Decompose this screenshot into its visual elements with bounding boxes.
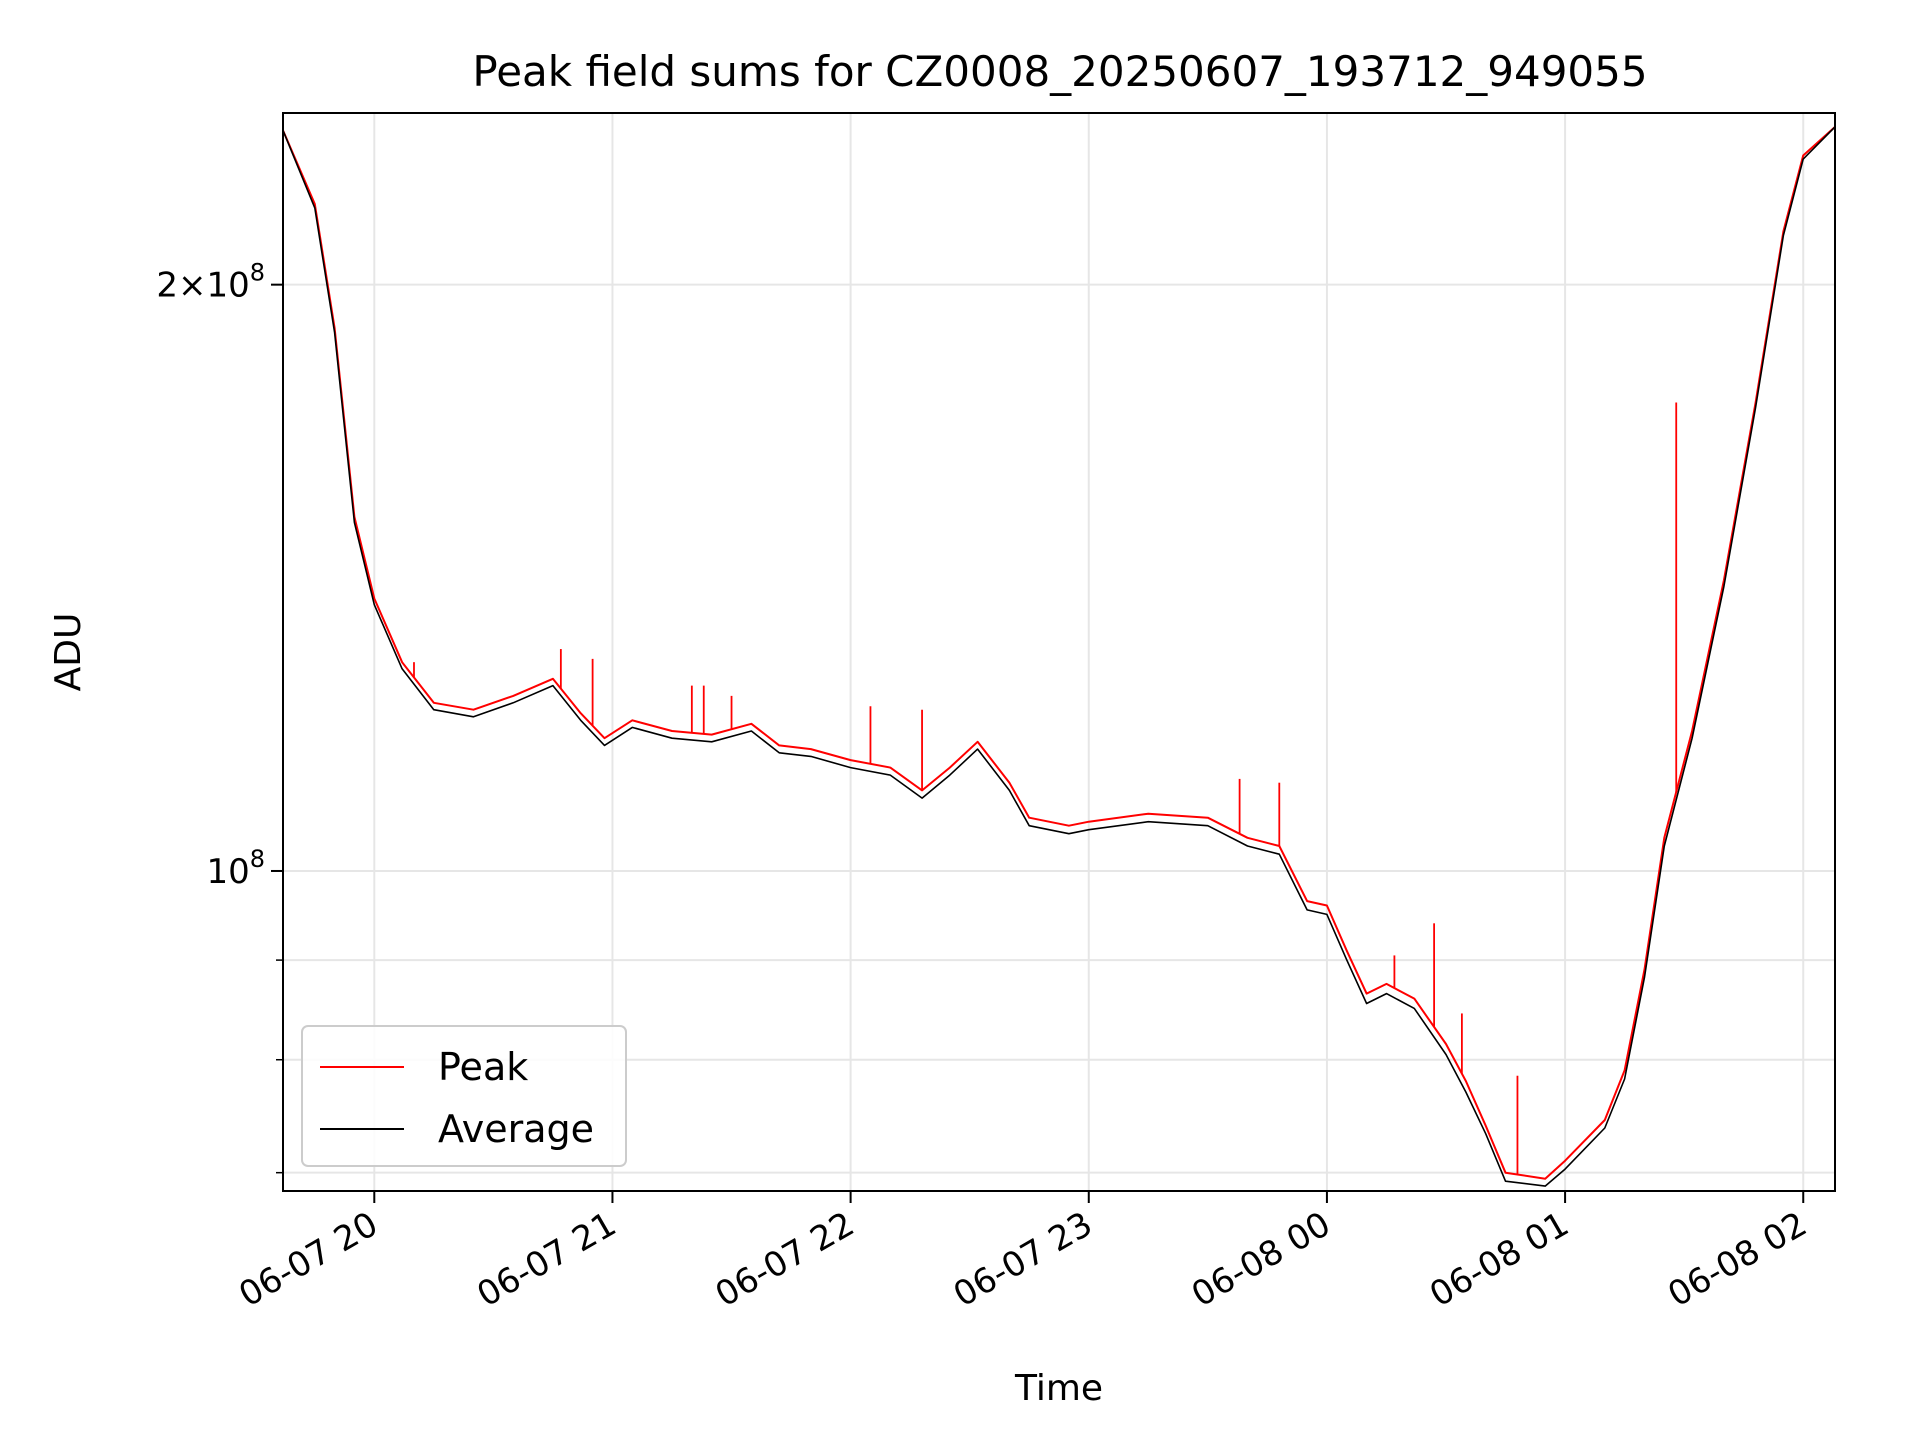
y-tick-label: 108: [206, 845, 265, 892]
y-axis-label: ADU: [48, 613, 89, 692]
x-axis: 06-07 20 06-07 21 06-07 22 06-07 23 06-08 00…: [232, 1191, 1814, 1315]
x-tick-label: 06-08 01: [1423, 1204, 1575, 1315]
x-tick-label: 06-08 02: [1661, 1204, 1813, 1315]
x-axis-label: Time: [1014, 1368, 1103, 1409]
series-lines: [282, 126, 1836, 1187]
y-axis: 108 2×108: [156, 259, 283, 1174]
x-tick-label: 06-07 21: [471, 1204, 623, 1315]
legend-label-average: Average: [438, 1107, 594, 1151]
plot-frame: [282, 112, 1836, 1192]
y-tick-label: 2×108: [156, 259, 265, 306]
series-line-average: [282, 126, 1836, 1187]
chart-title: Peak field sums for CZ0008_20250607_1937…: [472, 47, 1647, 96]
x-tick-label: 06-07 23: [947, 1204, 1099, 1315]
x-tick-label: 06-08 00: [1185, 1204, 1337, 1315]
legend-label-peak: Peak: [438, 1045, 528, 1089]
x-tick-label: 06-07 22: [709, 1204, 861, 1315]
legend-box: [301, 1025, 627, 1167]
legend: Peak Average: [301, 1025, 627, 1167]
x-tick-label: 06-07 20: [232, 1204, 384, 1315]
series-line-peak: [282, 126, 1836, 1180]
